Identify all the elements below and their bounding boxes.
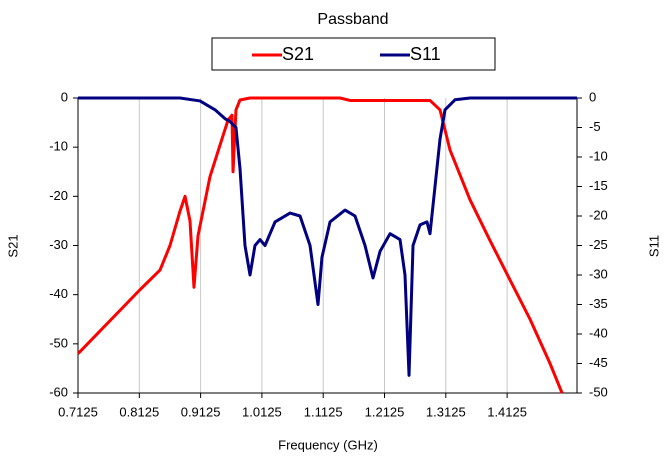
y2-tick-label: -15 bbox=[589, 178, 608, 193]
y-tick-label: -20 bbox=[49, 188, 68, 203]
y2-tick-label: 0 bbox=[589, 89, 596, 104]
x-tick-label: 1.0125 bbox=[242, 404, 282, 419]
y2-tick-label: -25 bbox=[589, 237, 608, 252]
x-axis-label: Frequency (GHz) bbox=[278, 437, 378, 452]
y2-tick-label: -5 bbox=[589, 119, 601, 134]
y2-tick-label: -10 bbox=[589, 148, 608, 163]
y2-axis-label: S11 bbox=[646, 235, 661, 257]
legend-text: S21 bbox=[282, 44, 314, 64]
y2-tick-label: -40 bbox=[589, 325, 608, 340]
y-tick-label: -40 bbox=[49, 286, 68, 301]
chart-title: Passband bbox=[317, 11, 388, 28]
y-tick-label: 0 bbox=[61, 89, 68, 104]
x-tick-label: 1.4125 bbox=[487, 404, 527, 419]
y2-tick-label: -35 bbox=[589, 296, 608, 311]
y-axis-label: S21 bbox=[5, 234, 20, 257]
y-tick-label: -30 bbox=[49, 237, 68, 252]
y2-tick-label: -50 bbox=[589, 384, 608, 399]
x-tick-label: 0.9125 bbox=[181, 404, 221, 419]
y2-tick-label: -45 bbox=[589, 355, 608, 370]
x-tick-label: 0.7125 bbox=[58, 404, 98, 419]
x-tick-label: 1.1125 bbox=[304, 404, 343, 419]
y-tick-label: -10 bbox=[49, 139, 68, 154]
y-tick-label: -50 bbox=[49, 335, 68, 350]
series-line bbox=[78, 96, 577, 377]
series-line bbox=[76, 96, 564, 394]
x-tick-label: 0.8125 bbox=[119, 404, 159, 419]
y2-tick-label: -20 bbox=[589, 207, 608, 222]
y2-tick-label: -30 bbox=[589, 266, 608, 281]
y-tick-label: -60 bbox=[49, 384, 68, 399]
x-tick-label: 1.2125 bbox=[365, 404, 405, 419]
legend-text: S11 bbox=[410, 44, 441, 64]
x-tick-label: 1.3125 bbox=[426, 404, 466, 419]
